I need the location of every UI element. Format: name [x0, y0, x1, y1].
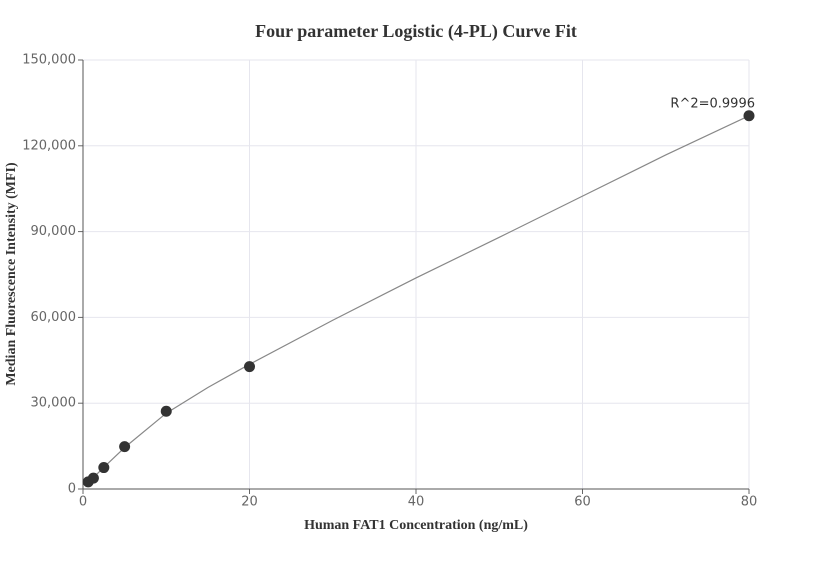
data-point [244, 361, 255, 373]
data-point [98, 462, 110, 474]
x-tick-label: 60 [574, 495, 591, 510]
y-tick-label: 0 [68, 482, 76, 497]
data-point [87, 472, 99, 484]
data-point [160, 405, 172, 417]
y-tick-label: 120,000 [22, 138, 76, 153]
fit-curve [87, 115, 750, 484]
y-tick-label: 90,000 [31, 224, 77, 239]
x-tick-label: 20 [241, 495, 258, 510]
y-axis-label: Median Fluorescence Intensity (MFI) [4, 162, 19, 386]
x-tick-label: 80 [741, 495, 758, 510]
annotation: R^2=0.9996 [670, 96, 755, 111]
x-axis-label: Human FAT1 Concentration (ng/mL) [304, 518, 528, 533]
data-point [119, 441, 131, 453]
y-tick-label: 60,000 [31, 310, 77, 325]
chart-title: Four parameter Logistic (4-PL) Curve Fit [255, 21, 577, 42]
x-tick-label: 0 [79, 495, 87, 510]
y-tick-label: 150,000 [22, 53, 76, 68]
x-tick-label: 40 [408, 495, 425, 510]
data-point [743, 110, 755, 122]
y-tick-label: 30,000 [31, 396, 77, 411]
